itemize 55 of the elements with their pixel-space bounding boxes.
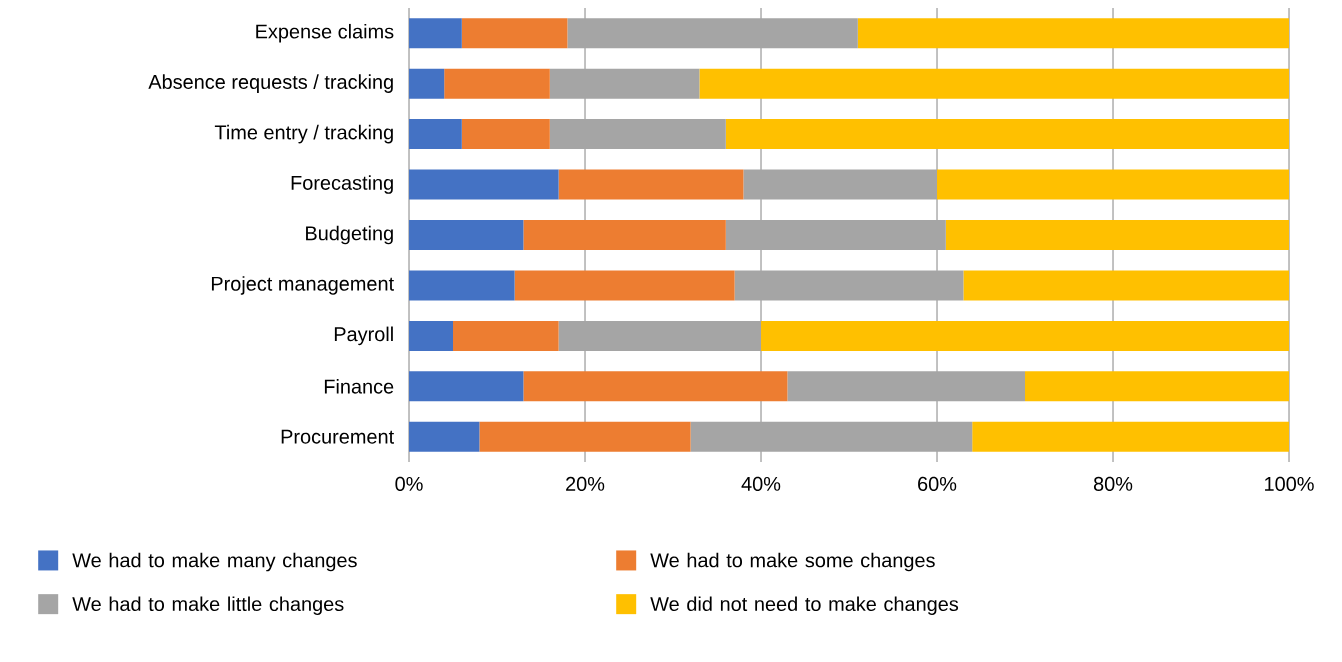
- bar: [479, 421, 691, 452]
- bar: [857, 18, 1290, 49]
- bar: [743, 169, 938, 200]
- y-tick-label: Payroll: [334, 326, 393, 346]
- x-tick-label: 100%: [1265, 476, 1314, 491]
- bar: [558, 169, 744, 200]
- bar: [558, 320, 762, 351]
- legend-label: We had to make little changes: [72, 596, 344, 616]
- legend-label: We had to make many changes: [72, 552, 357, 572]
- bar: [690, 421, 973, 452]
- x-tick-label: 80%: [1093, 476, 1133, 491]
- bar: [1025, 371, 1290, 402]
- bar: [409, 68, 445, 99]
- bar: [409, 18, 462, 49]
- bar: [444, 68, 550, 99]
- bar: [409, 169, 559, 200]
- bar: [453, 320, 559, 351]
- y-tick-label: Budgeting: [306, 225, 393, 245]
- y-tick-label: Forecasting: [291, 175, 393, 194]
- y-tick-label: Absence requests / tracking: [148, 74, 393, 93]
- x-tick-label: 60%: [918, 476, 957, 491]
- bar: [523, 371, 788, 402]
- bar: [409, 421, 480, 452]
- bar: [514, 270, 735, 301]
- y-tick-label: Project management: [211, 276, 394, 295]
- bar: [787, 371, 1026, 402]
- bar: [699, 68, 1290, 99]
- x-tick-label: 40%: [741, 476, 781, 491]
- y-tick-label: Time entry / tracking: [214, 124, 393, 144]
- x-tick-label: 0%: [395, 476, 423, 491]
- legend-label: We had to make some changes: [650, 552, 935, 572]
- bar: [409, 320, 454, 351]
- bar: [734, 270, 964, 301]
- x-tick-label: 20%: [566, 476, 605, 491]
- bar: [937, 169, 1290, 200]
- bar: [409, 219, 524, 250]
- bar: [409, 270, 515, 301]
- bar: [725, 219, 946, 250]
- bar: [523, 219, 726, 250]
- bar: [567, 18, 858, 49]
- bar: [761, 320, 1290, 351]
- y-tick-label: Procurement: [281, 429, 395, 444]
- bar: [549, 68, 700, 99]
- bar: [725, 119, 1290, 150]
- y-tick-label: Finance: [324, 379, 394, 394]
- bar: [945, 219, 1290, 250]
- bar: [549, 119, 726, 150]
- bar: [409, 119, 462, 150]
- bar: [409, 371, 524, 402]
- y-tick-label: Expense claims: [256, 23, 394, 43]
- legend-label: We did not need to make changes: [650, 596, 959, 616]
- bar: [461, 18, 568, 49]
- bar: [963, 270, 1290, 301]
- bar: [972, 421, 1290, 452]
- bar: [461, 119, 550, 150]
